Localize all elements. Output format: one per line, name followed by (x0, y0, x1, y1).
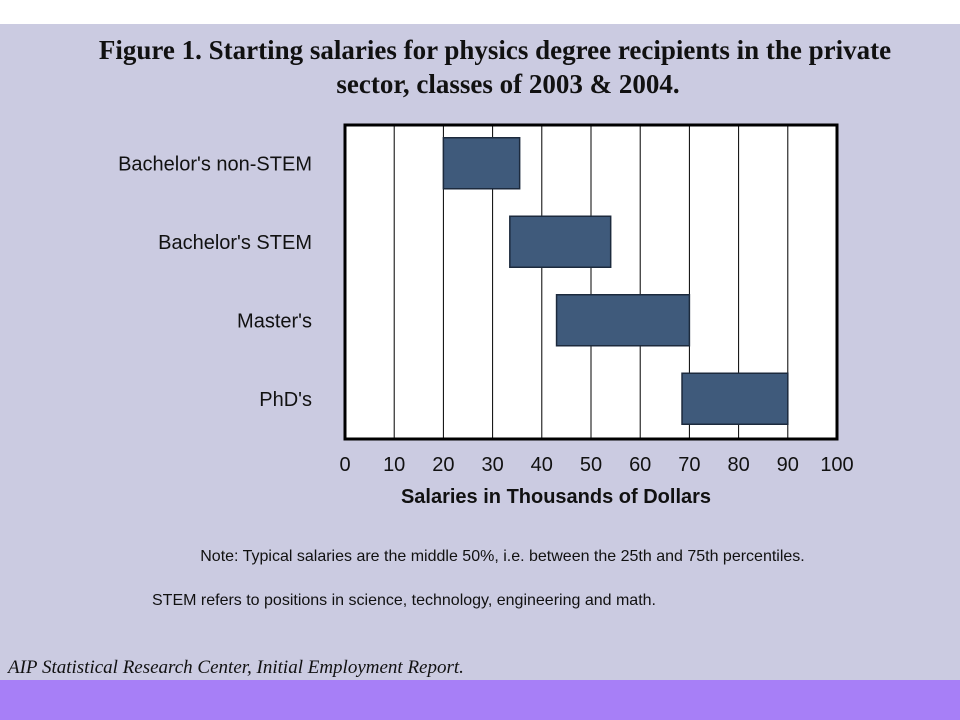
x-tick-label-10: 10 (383, 454, 405, 476)
x-tick-label-80: 80 (727, 454, 749, 476)
category-label-2: Master's (237, 310, 312, 332)
x-tick-label-0: 0 (339, 454, 350, 476)
x-tick-label-90: 90 (777, 454, 799, 476)
footer-band (0, 680, 960, 720)
note-stem-definition: STEM refers to positions in science, tec… (152, 592, 656, 609)
note-percentiles: Note: Typical salaries are the middle 50… (200, 548, 805, 565)
x-tick-label-30: 30 (481, 454, 503, 476)
chart-title-line-1: Figure 1. Starting salaries for physics … (98, 35, 892, 65)
plot-border (343, 123, 839, 441)
x-axis-label: Salaries in Thousands of Dollars (401, 486, 711, 508)
x-tick-label-60: 60 (629, 454, 651, 476)
category-label-1: Bachelor's STEM (158, 232, 312, 254)
chart-title-line-2: sector, classes of 2003 & 2004. (336, 69, 680, 99)
bar-2 (555, 294, 691, 347)
bar-1 (509, 215, 612, 268)
chart-title: Figure 1. Starting salaries for physics … (30, 33, 960, 101)
x-tick-label-20: 20 (432, 454, 454, 476)
x-tick-label-100: 100 (820, 454, 853, 476)
x-tick-label-40: 40 (531, 454, 553, 476)
bar-0 (442, 137, 521, 190)
x-tick-label-70: 70 (678, 454, 700, 476)
category-label-3: PhD's (259, 389, 312, 411)
category-label-0: Bachelor's non-STEM (118, 153, 312, 175)
bar-3 (681, 372, 789, 425)
x-tick-label-50: 50 (580, 454, 602, 476)
source-citation: AIP Statistical Research Center, Initial… (8, 657, 464, 678)
